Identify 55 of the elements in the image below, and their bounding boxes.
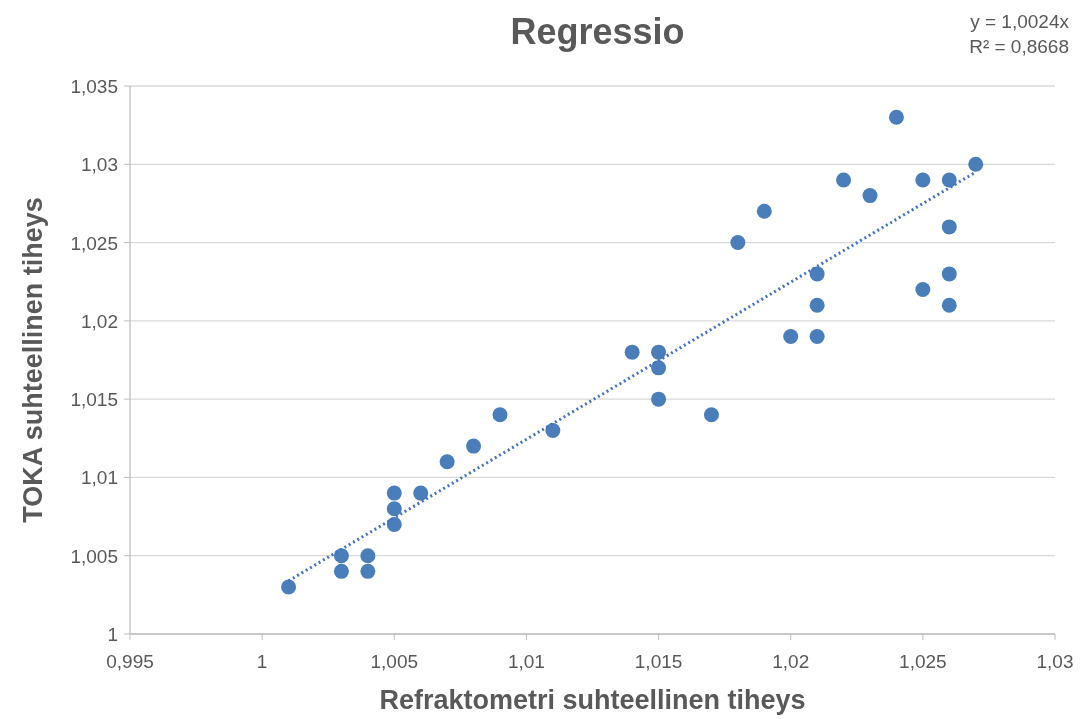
- point: [386, 501, 402, 517]
- point: [333, 563, 349, 579]
- point: [703, 407, 719, 423]
- point: [941, 219, 957, 235]
- point: [836, 172, 852, 188]
- point: [915, 172, 931, 188]
- point: [809, 297, 825, 313]
- point: [968, 156, 984, 172]
- point: [941, 172, 957, 188]
- y-tick-label: 1,015: [70, 389, 118, 411]
- point: [651, 360, 667, 376]
- y-tick-label: 1,025: [70, 232, 118, 254]
- point: [492, 407, 508, 423]
- point: [888, 109, 904, 125]
- x-tick-label: 1,015: [634, 651, 683, 672]
- x-axis-title: Refraktometri suhteellinen tiheys: [379, 685, 806, 715]
- y-tick-label: 1: [107, 624, 118, 645]
- x-tick-label: 1,005: [370, 651, 419, 672]
- text: R² = 0,8668: [969, 36, 1069, 57]
- point: [651, 391, 667, 407]
- point: [941, 297, 957, 313]
- x-tick-label: 1,02: [772, 651, 810, 672]
- point: [730, 235, 746, 251]
- point: [915, 282, 931, 298]
- point: [439, 454, 455, 470]
- point: [281, 579, 297, 595]
- y-tick-label: 1,005: [70, 545, 118, 567]
- y-tick-label: 1,035: [70, 76, 118, 97]
- point: [756, 203, 772, 219]
- point: [624, 344, 640, 360]
- x-tick-label: 1: [256, 651, 268, 672]
- point: [545, 422, 561, 438]
- x-tick-label: 1,01: [507, 651, 545, 672]
- point: [809, 329, 825, 345]
- y-axis-title: TOKA suhteellinen tiheys: [18, 197, 48, 523]
- y-tick-label: 1,01: [81, 467, 118, 489]
- point: [360, 548, 376, 564]
- point: [783, 329, 799, 345]
- x-tick-label: 0,995: [106, 651, 154, 672]
- chart-title: Regressio: [510, 11, 685, 52]
- point: [862, 188, 878, 204]
- point: [360, 563, 376, 579]
- point: [386, 516, 402, 532]
- point: [941, 266, 957, 282]
- point: [809, 266, 825, 282]
- point: [466, 438, 482, 454]
- point: [386, 485, 402, 501]
- point: [651, 344, 667, 360]
- point: [413, 485, 429, 501]
- x-tick-label: 1,025: [899, 651, 947, 672]
- text: y = 1,0024x: [970, 11, 1070, 32]
- y-tick-label: 1,03: [81, 154, 118, 176]
- point: [333, 548, 349, 564]
- x-tick-label: 1,03: [1036, 651, 1074, 672]
- y-tick-label: 1,02: [81, 310, 118, 332]
